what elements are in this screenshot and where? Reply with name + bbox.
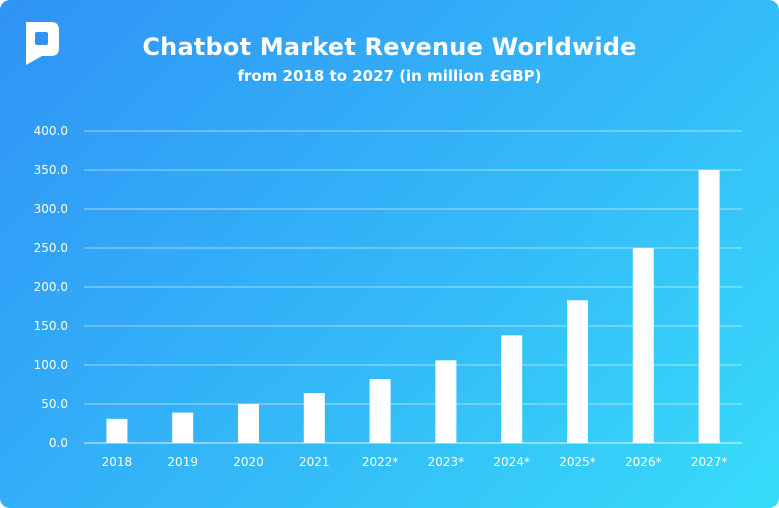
bar	[632, 248, 654, 443]
y-tick-label: 0.0	[49, 436, 68, 450]
x-tick-label: 2024*	[493, 455, 530, 469]
x-tick-label: 2020	[233, 455, 264, 469]
x-tick-label: 2019	[167, 455, 198, 469]
x-tick-label: 2021	[299, 455, 330, 469]
chart-subtitle: from 2018 to 2027 (in million £GBP)	[237, 67, 542, 85]
x-tick-label: 2018	[102, 455, 133, 469]
chart-title: Chatbot Market Revenue Worldwide	[142, 33, 637, 61]
y-tick-label: 350.0	[34, 163, 68, 177]
y-tick-label: 200.0	[34, 280, 68, 294]
x-tick-label: 2027*	[691, 455, 728, 469]
bar	[567, 300, 588, 443]
bar	[435, 360, 457, 443]
bar	[369, 379, 391, 443]
y-tick-label: 400.0	[34, 124, 68, 138]
speech-bubble-logo-icon	[26, 22, 59, 65]
bar	[501, 335, 523, 443]
x-tick-label: 2023*	[428, 455, 465, 469]
bar	[698, 170, 720, 443]
bar	[238, 404, 259, 443]
bar	[303, 393, 325, 443]
y-tick-label: 50.0	[41, 397, 68, 411]
y-tick-label: 300.0	[34, 202, 68, 216]
y-tick-label: 100.0	[34, 358, 68, 372]
bar	[172, 412, 194, 443]
y-tick-label: 250.0	[34, 241, 68, 255]
x-tick-label: 2026*	[625, 455, 662, 469]
x-tick-label: 2025*	[559, 455, 596, 469]
y-tick-label: 150.0	[34, 319, 68, 333]
bar	[106, 418, 128, 443]
x-tick-label: 2022*	[362, 455, 399, 469]
